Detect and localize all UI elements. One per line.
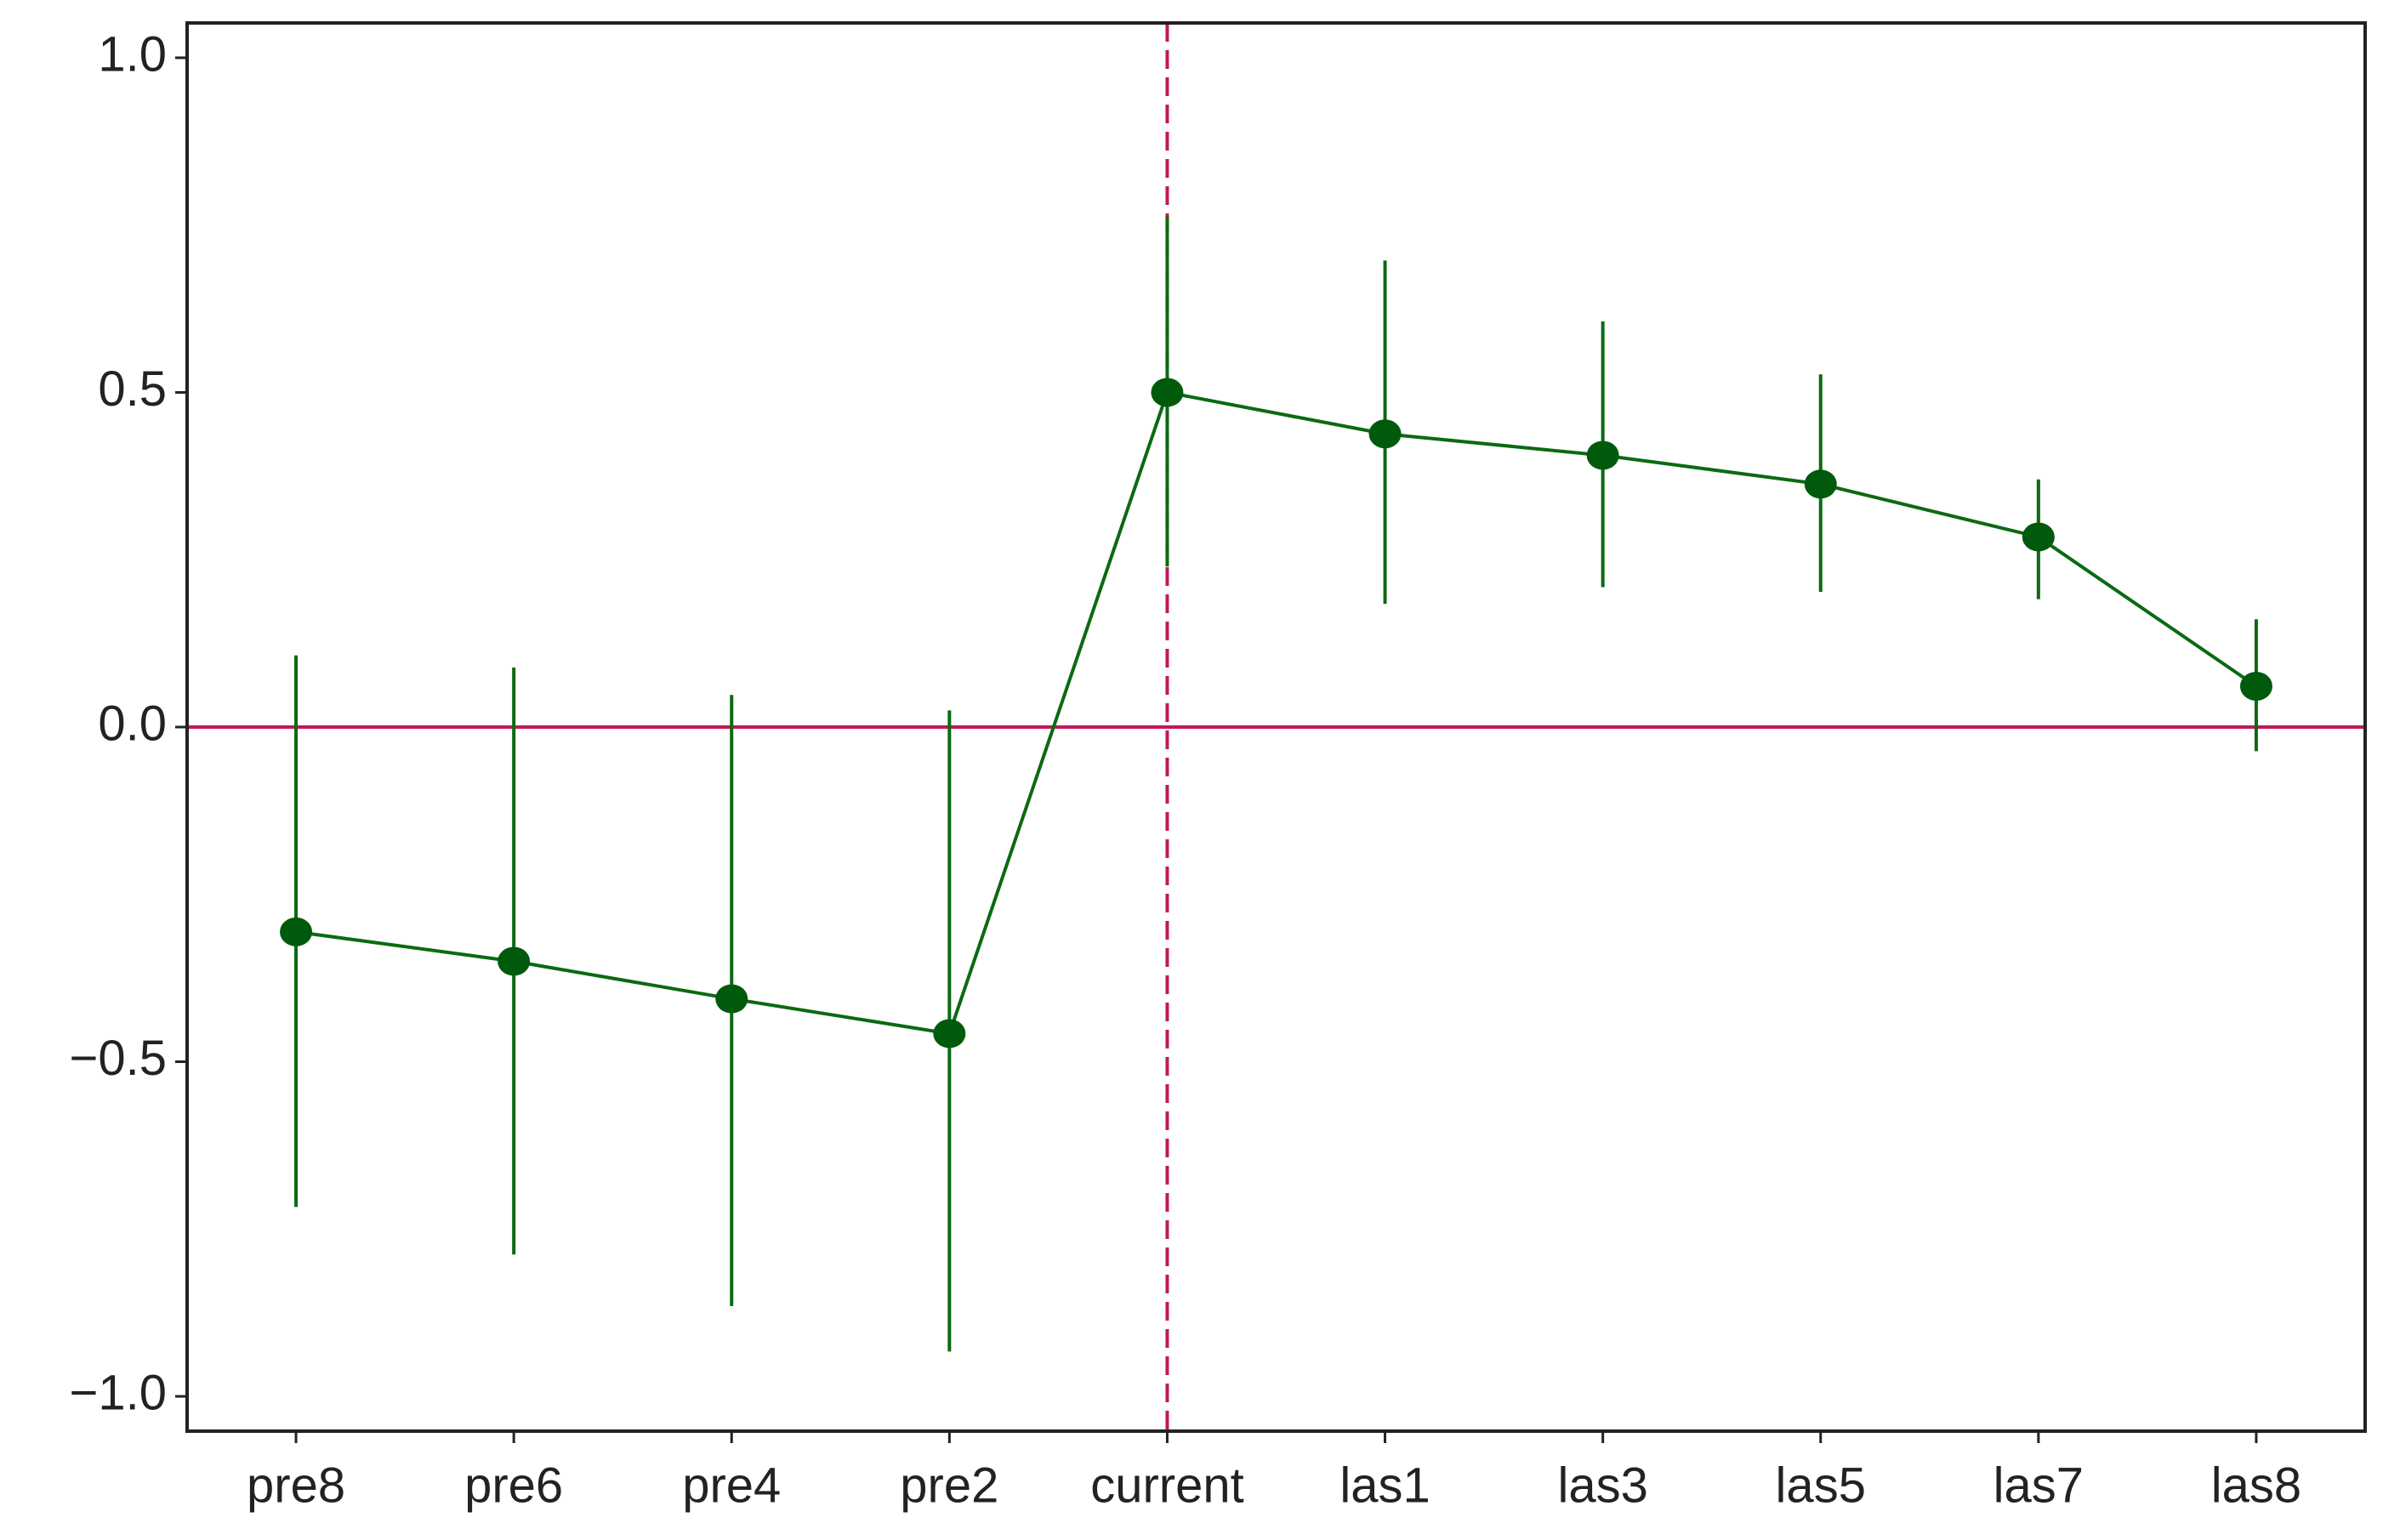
y-tick-label: −1.0 xyxy=(70,1365,168,1420)
x-tick-label: pre2 xyxy=(900,1458,998,1513)
y-tick-label: −0.5 xyxy=(70,1031,168,1086)
x-tick-label: pre6 xyxy=(464,1458,563,1513)
x-tick-label: las7 xyxy=(1993,1458,2084,1513)
x-tick-label: las3 xyxy=(1557,1458,1647,1513)
point xyxy=(933,1019,966,1048)
x-tick-label: las1 xyxy=(1339,1458,1430,1513)
point xyxy=(2239,671,2272,701)
point xyxy=(1151,378,1184,407)
point xyxy=(280,917,313,946)
x-tick-label: current xyxy=(1090,1458,1244,1513)
point xyxy=(1586,440,1619,470)
point xyxy=(715,984,748,1014)
x-tick-label: las5 xyxy=(1776,1458,1866,1513)
plot-frame xyxy=(185,21,2367,1433)
y-tick-label: 0.0 xyxy=(98,696,167,751)
point xyxy=(2022,522,2055,552)
y-tick-label: 1.0 xyxy=(98,26,167,82)
x-tick-label: las8 xyxy=(2211,1458,2301,1513)
series-line xyxy=(295,390,2258,1036)
point xyxy=(498,946,531,976)
y-tick-label: 0.5 xyxy=(98,361,167,417)
x-tick-label: pre8 xyxy=(247,1458,345,1513)
x-tick-label: pre4 xyxy=(682,1458,781,1513)
point xyxy=(1368,419,1402,449)
point xyxy=(1804,469,1837,499)
